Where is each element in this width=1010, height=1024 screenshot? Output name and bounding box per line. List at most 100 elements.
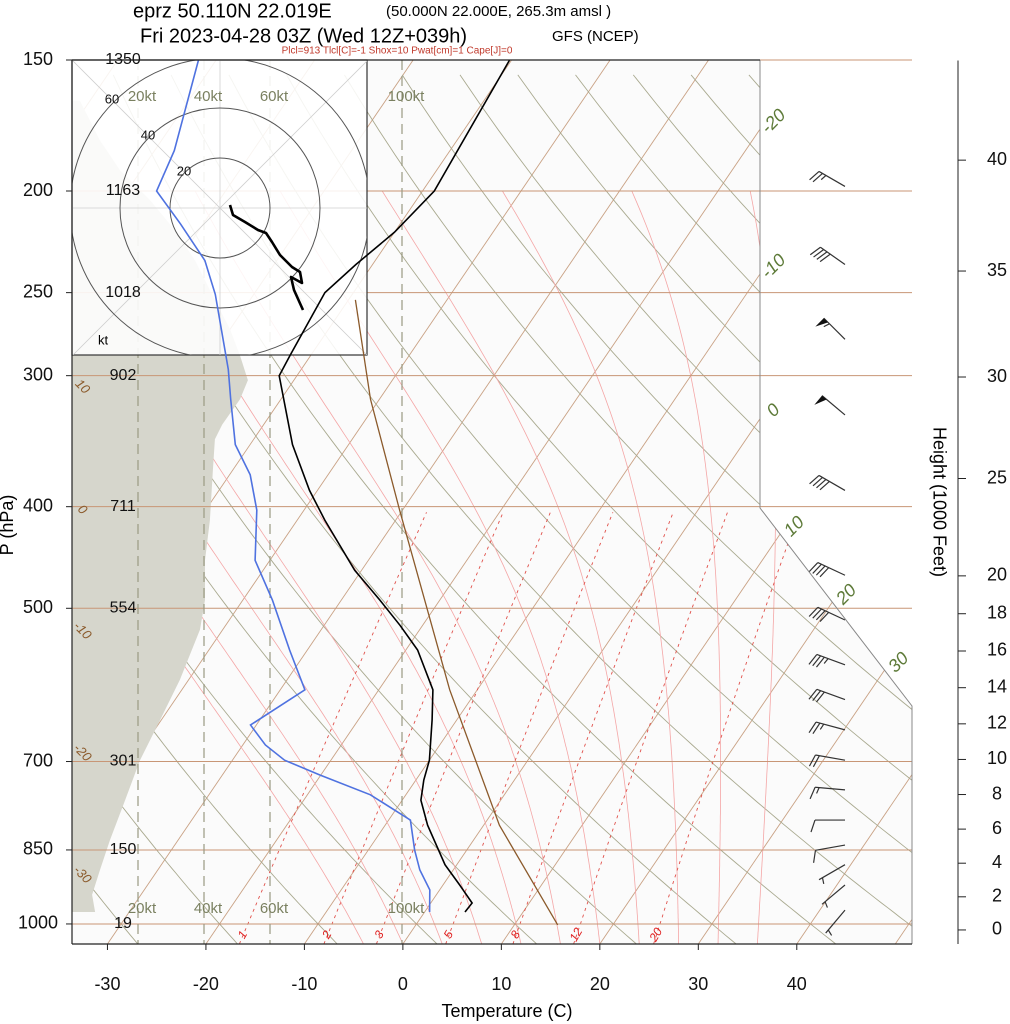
- barb-feather: [812, 563, 822, 574]
- barb-feather: [812, 476, 823, 487]
- barb-feather: [816, 251, 828, 260]
- y2-tick-label: 25: [987, 467, 1007, 487]
- y-tick-label: 150: [23, 49, 53, 69]
- profile-line: [155, 59, 431, 913]
- y2-tick-label: 4: [992, 852, 1002, 872]
- dry-adiabat: [344, 74, 912, 944]
- isotherm: [72, 60, 512, 944]
- barb-feather: [812, 722, 821, 735]
- wind-barb: [808, 562, 846, 578]
- mixing-ratio-line: [512, 512, 674, 944]
- level-height: 711: [110, 498, 136, 515]
- wind-speed-tick-label: 40kt: [194, 900, 223, 917]
- wind-speed-tick-label: 40kt: [194, 88, 223, 105]
- profile-line: [278, 59, 511, 913]
- subtitle-note: GFS (NCEP): [552, 28, 639, 45]
- wind-barb: [809, 786, 846, 800]
- barb-feather: [819, 253, 831, 263]
- y2-axis-label: Height (1000 Feet): [929, 427, 949, 577]
- barb-feather: [815, 565, 826, 576]
- moist-adiabat: [194, 190, 561, 944]
- barb-feather: [808, 562, 819, 573]
- barb-feather: [809, 787, 816, 800]
- barb-feather: [816, 478, 827, 489]
- isotherm-label: -10: [757, 250, 790, 283]
- level-height: 902: [110, 367, 137, 384]
- title-note: (50.000N 22.000E, 265.3m amsl ): [386, 3, 611, 20]
- level-height: 554: [110, 600, 137, 617]
- y2-tick-label: 40: [987, 149, 1007, 169]
- hodograph-ring: [169, 157, 271, 259]
- level-height: 301: [110, 753, 137, 770]
- isotherm-label: -20: [757, 105, 790, 138]
- y-tick-label: 850: [23, 839, 53, 859]
- moist-adiabat: [502, 190, 679, 944]
- y-tick-label: 1000: [18, 913, 58, 933]
- barb-staff: [820, 246, 846, 265]
- barb-staff: [815, 754, 846, 761]
- moist-adiabat: [381, 190, 640, 944]
- wind-barb: [808, 606, 846, 622]
- wind-barb: [813, 844, 846, 863]
- plot-frame-right: [759, 60, 913, 944]
- barb-feather: [812, 655, 822, 667]
- x-tick-label: 10: [491, 974, 511, 994]
- isotherm-label: 10: [780, 512, 808, 540]
- barb-pennant: [814, 395, 827, 405]
- barb-staff: [816, 653, 846, 666]
- wind-barb: [809, 170, 846, 187]
- mixing-ratio-line: [653, 512, 800, 944]
- isotherm: [796, 60, 912, 944]
- barb-feather: [809, 474, 820, 485]
- barb-feather: [808, 754, 816, 767]
- barb-feather: [808, 654, 818, 665]
- hodograph-axis: [72, 60, 367, 355]
- barb-feather: [815, 656, 825, 668]
- y-tick-label: 500: [23, 597, 53, 617]
- wind-barb: [808, 721, 846, 735]
- barb-feather: [812, 690, 822, 701]
- chart-title: eprz 50.110N 22.019E: [133, 0, 332, 22]
- hodograph-ring-label: 60: [105, 91, 119, 106]
- mixing-ratio-line: [375, 512, 551, 944]
- level-height: 19: [114, 915, 132, 932]
- x-axis-label: Temperature (C): [441, 1001, 572, 1021]
- barb-staff: [817, 562, 846, 576]
- dry-adiabat: [459, 74, 912, 944]
- y-tick-label: 400: [23, 495, 53, 515]
- barb-feather: [819, 611, 830, 622]
- barb-staff: [815, 721, 846, 731]
- wind-speed-tick-label: 60kt: [260, 900, 289, 917]
- barb-half-feather: [821, 877, 825, 885]
- profiles: [155, 59, 846, 936]
- x-tick-label: 30: [688, 974, 708, 994]
- barb-staff: [825, 909, 846, 934]
- hodograph-ring: [119, 107, 321, 309]
- barb-feather: [815, 691, 825, 703]
- hodograph: [72, 60, 367, 355]
- y2-tick-label: 35: [987, 260, 1007, 280]
- y2-tick-label: 18: [987, 602, 1007, 622]
- barb-staff: [817, 606, 846, 621]
- isotherm: [205, 60, 808, 944]
- barb-staff: [821, 884, 846, 905]
- y2-tick-label: 8: [992, 783, 1002, 803]
- wind-speed-tick-label: 20kt: [128, 900, 157, 917]
- moist-adiabat: [279, 190, 601, 944]
- x-tick-label: 0: [398, 974, 408, 994]
- barb-feather: [808, 688, 818, 700]
- moist-adiabat: [72, 190, 364, 944]
- y2-tick-label: 12: [987, 713, 1007, 733]
- chart-subtitle: Fri 2023-04-28 03Z (Wed 12Z+039h): [140, 25, 467, 47]
- barb-staff: [818, 170, 846, 187]
- mixing-ratio-line: [573, 512, 728, 944]
- barb-feather: [812, 755, 820, 768]
- barb-staff: [821, 395, 846, 416]
- wind-speed-tick-label: 60kt: [260, 88, 289, 105]
- y2-tick-label: 6: [992, 818, 1002, 838]
- mixing-ratio-line: [323, 512, 504, 944]
- mixing-ratio-label: 20: [646, 925, 665, 945]
